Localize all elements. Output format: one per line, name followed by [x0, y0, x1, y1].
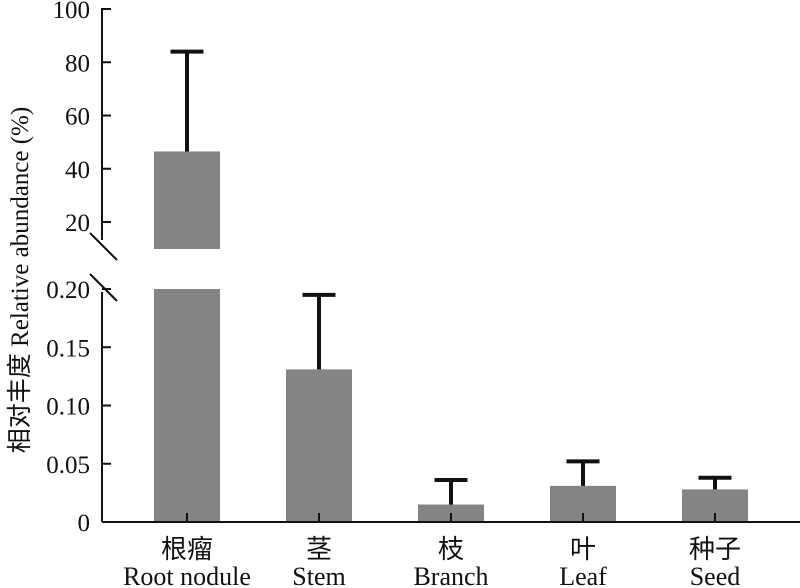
axis-break-mark	[89, 232, 118, 261]
y-tick-label: 40	[65, 157, 90, 184]
y-tick-label: 0.15	[46, 335, 90, 362]
x-category-label-cn: 茎	[306, 535, 332, 564]
y-tick-label: 0.05	[46, 452, 90, 479]
axes-layer	[89, 8, 800, 523]
x-category-label-en: Stem	[292, 562, 345, 588]
axis-break-mark	[89, 273, 118, 302]
x-category-label-cn: 枝	[438, 535, 464, 564]
bars-layer	[154, 49, 748, 522]
x-category-label-cn: 种子	[689, 535, 741, 564]
x-category-label-en: Branch	[413, 562, 488, 588]
bar	[286, 369, 352, 522]
x-category-label-en: Root nodule	[123, 562, 251, 588]
y-tick-label: 0	[78, 510, 91, 537]
x-category-label-cn: 叶	[570, 535, 596, 564]
y-axis-label: 相对丰度 Relative abundance (%)	[6, 107, 34, 453]
bar-lower	[154, 289, 220, 522]
bar-upper	[154, 151, 220, 249]
y-tick-label: 20	[65, 210, 90, 237]
x-category-label-en: Seed	[690, 562, 741, 588]
y-tick-label: 0.10	[46, 394, 90, 421]
y-tick-label: 100	[53, 0, 91, 24]
y-tick-label: 0.20	[46, 277, 90, 304]
x-category-label-en: Leaf	[559, 562, 607, 588]
x-category-label-cn: 根瘤	[161, 535, 213, 564]
y-tick-label: 80	[65, 50, 90, 77]
y-tick-label: 60	[65, 104, 90, 131]
